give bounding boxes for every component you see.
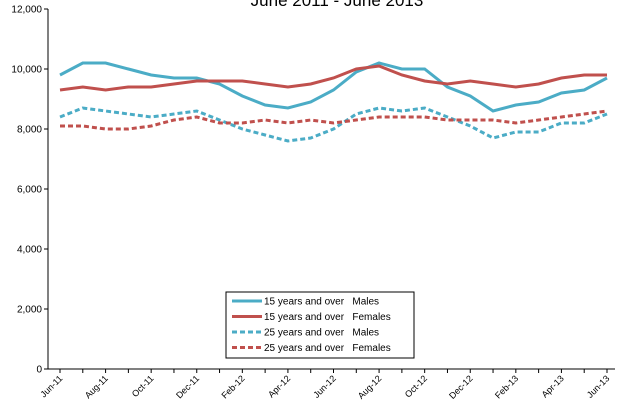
x-tick-label: Dec-11	[174, 373, 201, 400]
legend-label: 25 years and over Males	[264, 328, 379, 339]
x-tick-label: Jun-12	[311, 373, 338, 400]
x-tick-label: Oct-11	[130, 373, 156, 399]
x-tick-label: Aug-12	[356, 373, 384, 401]
series-line	[59, 106, 608, 143]
x-tick-label: Apr-13	[540, 373, 566, 399]
x-tick-label: Apr-12	[266, 373, 292, 399]
x-tick-label: Jun-11	[38, 373, 64, 399]
x-tick-label: Oct-12	[403, 373, 429, 399]
y-tick-label: 4,000	[17, 245, 42, 256]
legend-label: 15 years and over Males	[264, 297, 379, 308]
y-tick-label: 12,000	[11, 5, 42, 16]
x-tick-label: Dec-12	[447, 373, 475, 401]
x-tick-label: Feb-12	[220, 373, 247, 400]
legend-label: 15 years and over Females	[264, 312, 391, 323]
series-line	[59, 64, 607, 92]
y-tick-label: 0	[36, 365, 42, 376]
x-tick-label: Aug-11	[83, 373, 110, 400]
x-tick-label: Feb-13	[493, 373, 520, 400]
series-line	[60, 109, 608, 131]
x-tick-label: Jun-13	[585, 373, 612, 400]
y-tick-label: 2,000	[17, 305, 42, 316]
legend-label: 25 years and over Females	[264, 343, 391, 354]
series-line	[59, 61, 608, 113]
chart-title: June 2011 - June 2013	[251, 0, 424, 10]
y-tick-label: 8,000	[17, 125, 42, 136]
y-tick-label: 10,000	[11, 65, 42, 76]
legend: 15 years and over Males 15 years and over…	[225, 291, 415, 359]
y-tick-label: 6,000	[17, 185, 42, 196]
